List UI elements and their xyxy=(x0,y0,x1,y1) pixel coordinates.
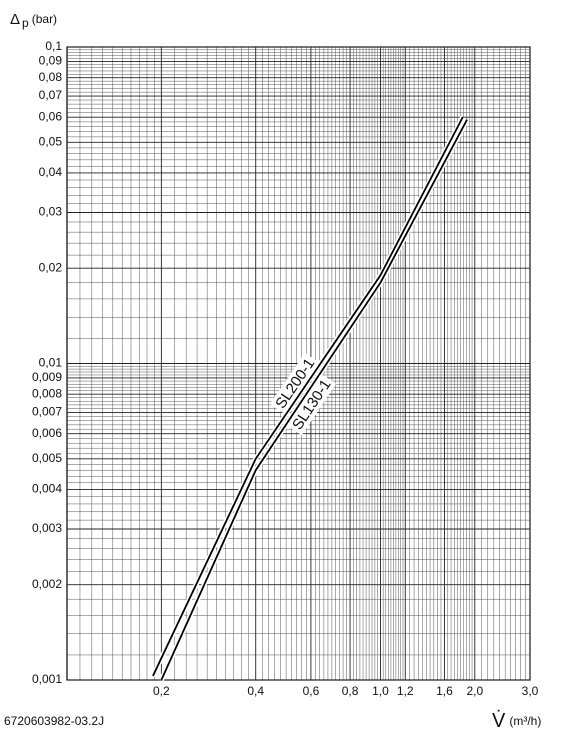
y-tick-label: 0,007 xyxy=(32,405,62,419)
y-tick-label: 0,08 xyxy=(39,70,63,84)
label-background xyxy=(286,373,337,436)
x-tick-label: 1,6 xyxy=(436,684,453,698)
y-tick-label: 0,06 xyxy=(39,109,63,123)
y-tick-label: 0,006 xyxy=(32,426,62,440)
y-tick-label: 0,05 xyxy=(39,134,63,148)
y-tick-label: 0,004 xyxy=(32,482,62,496)
y-tick-label: 0,02 xyxy=(39,260,63,274)
x-label-unit: (m³/h) xyxy=(509,714,541,728)
y-tick-label: 0,008 xyxy=(32,386,62,400)
y-label-symbol: Δ xyxy=(10,11,20,28)
y-tick-label: 0,1 xyxy=(45,39,62,53)
x-axis-label: V̇ (m³/h) xyxy=(492,710,541,732)
x-tick-label: 0,6 xyxy=(303,684,320,698)
x-tick-label: 0,2 xyxy=(153,684,170,698)
series-line xyxy=(152,116,464,677)
y-tick-label: 0,01 xyxy=(39,356,63,370)
y-label-subscript: p xyxy=(22,16,29,30)
y-tick-label: 0,005 xyxy=(32,451,62,465)
y-label-unit: (bar) xyxy=(32,12,57,26)
y-tick-label: 0,003 xyxy=(32,521,62,535)
x-label-symbol: V̇ xyxy=(492,710,506,732)
x-tick-label: 0,4 xyxy=(247,684,264,698)
x-tick-label: 3,0 xyxy=(522,684,539,698)
label-background xyxy=(269,352,320,415)
y-tick-label: 0,03 xyxy=(39,205,63,219)
y-tick-label: 0,09 xyxy=(39,54,63,68)
y-tick-label: 0,002 xyxy=(32,577,62,591)
y-tick-label: 0,009 xyxy=(32,370,62,384)
series-line xyxy=(160,119,468,681)
x-tick-label: 2,0 xyxy=(466,684,483,698)
footnote: 6720603982-03.2J xyxy=(4,714,104,728)
y-tick-label: 0,04 xyxy=(39,165,63,179)
x-tick-label: 0,8 xyxy=(342,684,359,698)
y-tick-label: 0,001 xyxy=(32,672,62,686)
x-tick-label: 1,0 xyxy=(372,684,389,698)
y-tick-label: 0,07 xyxy=(39,88,63,102)
x-tick-label: 1,2 xyxy=(397,684,414,698)
